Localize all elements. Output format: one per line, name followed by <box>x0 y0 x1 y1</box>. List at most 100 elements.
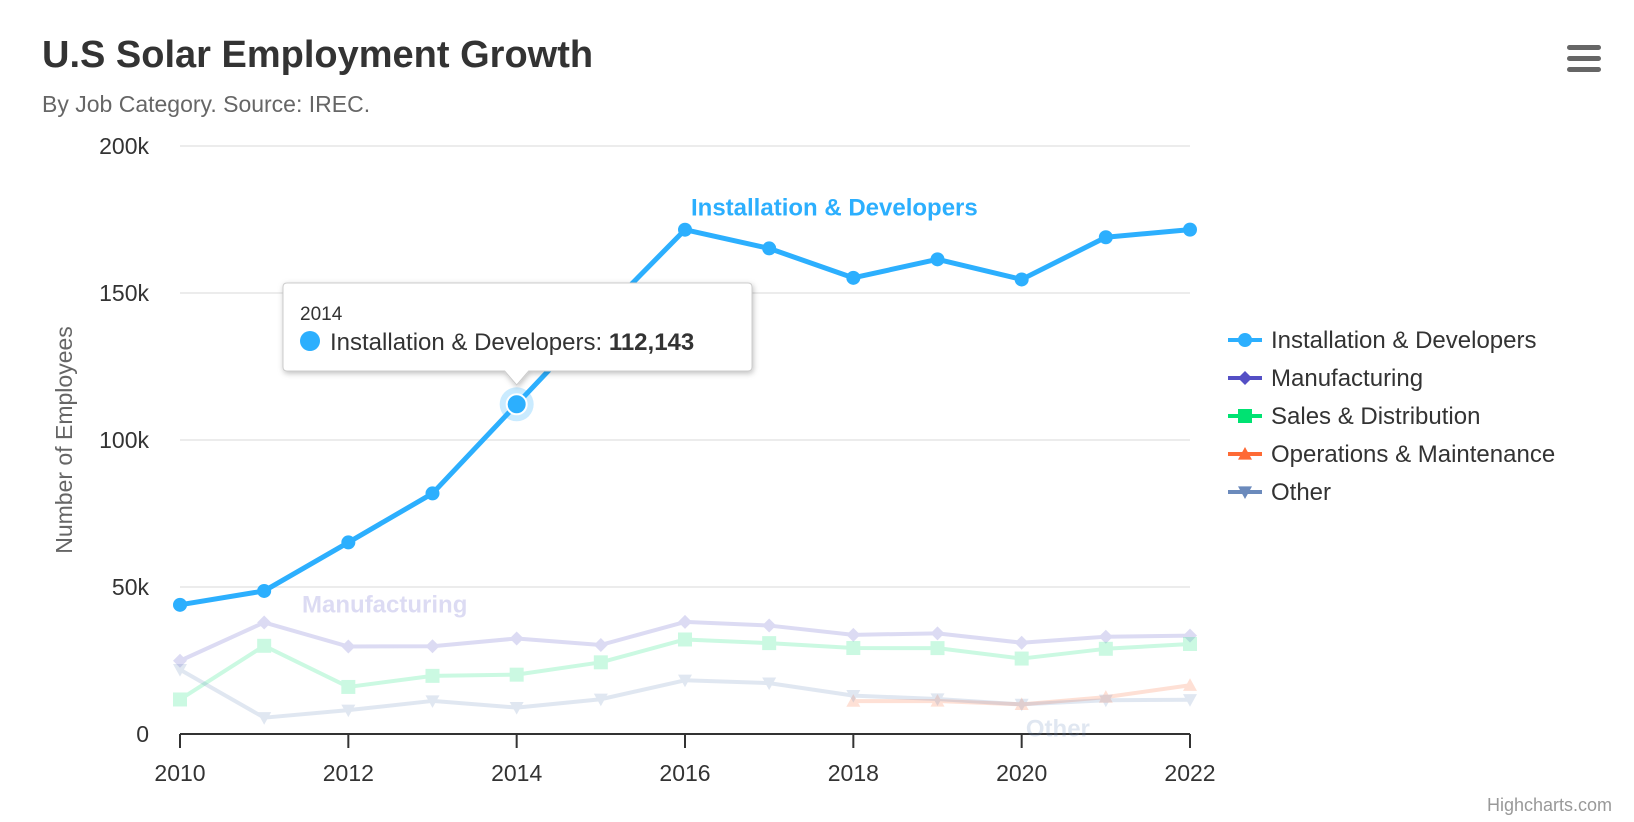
data-point[interactable] <box>762 618 777 633</box>
legend-marker[interactable] <box>1238 333 1252 347</box>
data-point[interactable] <box>1014 272 1029 287</box>
series-line[interactable] <box>851 683 1192 707</box>
legend-item-installation-and-developers[interactable]: Installation & Developers <box>1228 327 1536 354</box>
x-axis: 2010 2012 2014 2016 2018 2020 2022 <box>154 733 1216 786</box>
series-line[interactable] <box>178 619 1192 663</box>
data-point[interactable] <box>509 631 524 646</box>
tooltip-text: Installation & Developers: 112,143 <box>330 329 694 356</box>
data-point[interactable] <box>930 626 945 641</box>
hovered-point[interactable] <box>505 393 528 416</box>
y-tick-label: 50k <box>112 574 150 600</box>
data-point[interactable] <box>762 636 777 651</box>
data-point[interactable] <box>509 667 524 682</box>
data-point[interactable] <box>341 704 356 718</box>
legend-label: Other <box>1271 479 1331 506</box>
data-point[interactable] <box>257 712 272 725</box>
data-point[interactable] <box>1098 629 1113 644</box>
data-point[interactable] <box>1098 694 1113 708</box>
series-manufacturing[interactable] <box>173 614 1197 668</box>
data-point[interactable] <box>1014 635 1029 650</box>
data-point[interactable] <box>930 641 945 656</box>
y-tick-label: 150k <box>99 280 149 306</box>
data-point[interactable] <box>1014 651 1029 666</box>
data-point[interactable] <box>509 701 524 715</box>
data-point[interactable] <box>846 270 861 285</box>
data-point[interactable] <box>593 693 608 707</box>
data-point[interactable] <box>341 639 356 654</box>
data-point[interactable] <box>341 535 356 550</box>
data-point[interactable] <box>173 653 187 668</box>
data-point[interactable] <box>341 679 356 694</box>
data-point[interactable] <box>257 638 272 653</box>
legend-item-manufacturing[interactable]: Manufacturing <box>1228 365 1423 392</box>
data-point[interactable] <box>1014 698 1029 712</box>
chart-title: U.S Solar Employment Growth <box>42 34 593 76</box>
data-point[interactable] <box>173 597 187 612</box>
data-point[interactable] <box>846 641 861 656</box>
data-point[interactable] <box>1183 694 1197 707</box>
data-point[interactable] <box>846 690 861 703</box>
data-point[interactable] <box>930 693 945 706</box>
legend-marker[interactable] <box>1238 447 1252 460</box>
data-point[interactable] <box>173 692 187 707</box>
y-axis-title: Number of Employees <box>51 326 77 554</box>
series-other[interactable] <box>173 663 1197 725</box>
data-point[interactable] <box>846 694 861 707</box>
series-sales-and-distribution[interactable] <box>173 632 1197 707</box>
legend-item-operations-and-maintenance[interactable]: Operations & Maintenance <box>1228 441 1555 468</box>
tooltip-box <box>282 282 753 386</box>
x-tick-label: 2010 <box>154 760 205 786</box>
series-line[interactable] <box>178 667 1192 720</box>
series-label-manufacturing: Manufacturing <box>302 591 467 618</box>
series-label-other: Other <box>1026 715 1090 742</box>
data-point[interactable] <box>1183 678 1197 691</box>
legend-marker[interactable] <box>1238 486 1252 499</box>
data-point[interactable] <box>762 677 777 691</box>
tooltip-series-dot <box>300 331 320 351</box>
data-point[interactable] <box>930 252 945 267</box>
data-point[interactable] <box>425 639 440 654</box>
data-point[interactable] <box>678 632 692 647</box>
legend-label: Operations & Maintenance <box>1271 441 1555 468</box>
data-point[interactable] <box>678 222 692 237</box>
data-point[interactable] <box>1098 230 1113 245</box>
y-tick-label: 0 <box>136 721 149 747</box>
data-point[interactable] <box>678 674 692 688</box>
hamburger-menu-icon[interactable] <box>1560 38 1608 74</box>
data-point[interactable] <box>593 655 608 670</box>
tooltip-year: 2014 <box>300 304 343 325</box>
data-point[interactable] <box>1098 690 1113 703</box>
data-point[interactable] <box>425 668 440 683</box>
data-point[interactable] <box>678 614 692 629</box>
series-label-installation-and-developers: Installation & Developers <box>691 195 978 222</box>
data-point[interactable] <box>930 694 945 707</box>
data-point[interactable] <box>1183 222 1197 237</box>
y-tick-label: 100k <box>99 427 149 453</box>
legend-item-sales-and-distribution[interactable]: Sales & Distribution <box>1228 403 1480 430</box>
series-installation-and-developers[interactable] <box>173 222 1197 612</box>
data-point[interactable] <box>257 583 272 598</box>
data-point[interactable] <box>1183 636 1197 651</box>
legend-item-other[interactable]: Other <box>1228 479 1331 506</box>
data-point[interactable] <box>846 627 861 642</box>
data-point[interactable] <box>762 241 777 256</box>
data-point[interactable] <box>257 615 272 630</box>
legend: Installation & Developers Manufacturing Sa… <box>1228 327 1555 506</box>
tooltip: 2014 Installation & Developers: 112,143 <box>282 282 753 386</box>
data-point[interactable] <box>1014 697 1029 710</box>
credits-link[interactable]: Highcharts.com <box>1487 795 1612 815</box>
legend-label: Sales & Distribution <box>1271 403 1480 430</box>
legend-marker[interactable] <box>1238 371 1252 385</box>
legend-label: Manufacturing <box>1271 365 1423 392</box>
series-operations-and-maintenance[interactable] <box>846 678 1197 710</box>
data-point[interactable] <box>593 637 608 652</box>
data-point[interactable] <box>425 695 440 708</box>
x-tick-label: 2022 <box>1164 760 1215 786</box>
legend-marker[interactable] <box>1238 409 1252 423</box>
series-line[interactable] <box>178 637 1192 702</box>
data-point[interactable] <box>173 663 187 677</box>
data-point[interactable] <box>1098 641 1113 656</box>
data-point[interactable] <box>1183 628 1197 643</box>
data-point[interactable] <box>425 486 440 501</box>
